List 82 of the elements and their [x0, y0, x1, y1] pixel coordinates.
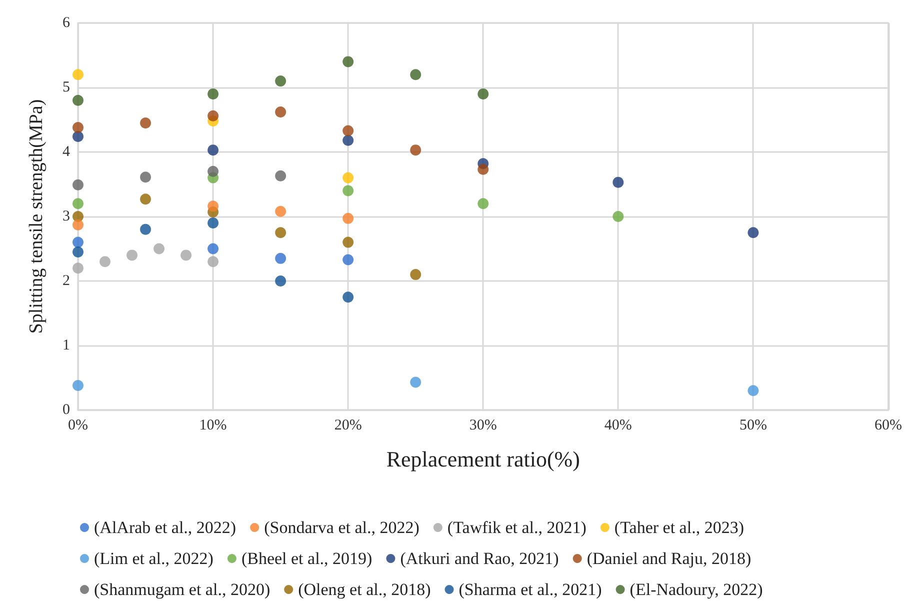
point — [342, 56, 354, 68]
point — [100, 256, 111, 268]
point — [748, 385, 759, 396]
point — [180, 250, 192, 261]
point — [342, 125, 354, 136]
x-tick-label: 20% — [334, 418, 362, 434]
point — [342, 212, 354, 224]
point — [208, 110, 219, 122]
point — [275, 252, 286, 264]
point — [478, 88, 489, 100]
legend-label: (Oleng et al., 2018) — [298, 580, 431, 599]
point — [208, 200, 219, 212]
point — [410, 144, 422, 156]
point — [72, 94, 84, 106]
y-tick-label: 4 — [62, 144, 70, 160]
legend-label: (Shanmugam et al., 2020) — [94, 580, 270, 599]
point — [612, 176, 624, 188]
point — [612, 211, 624, 222]
point — [275, 227, 286, 238]
point — [342, 172, 354, 184]
y-tick-label: 0 — [62, 402, 70, 418]
point — [208, 88, 219, 100]
point — [72, 122, 84, 133]
point — [208, 256, 219, 268]
legend-label: (El-Nadoury, 2022) — [630, 580, 763, 599]
legend-label: (AlArab et al., 2022) — [94, 518, 236, 537]
point — [140, 117, 152, 128]
point — [478, 164, 489, 175]
y-axis-title: Splitting tensile strength(MPa) — [26, 99, 47, 334]
point — [410, 69, 422, 80]
legend-label: (Sharma et al., 2021) — [458, 580, 602, 599]
y-tick-label: 1 — [62, 338, 70, 354]
legend-label: (Sondarva et al., 2022) — [264, 518, 420, 537]
point — [72, 236, 84, 248]
legend-label: (Atkuri and Rao, 2021) — [400, 549, 559, 568]
point — [72, 179, 84, 190]
point — [342, 185, 354, 196]
legend-label: (Bheel et al., 2019) — [241, 549, 372, 568]
point — [126, 250, 138, 261]
point — [275, 106, 286, 118]
x-tick-label: 40% — [604, 418, 632, 434]
point — [275, 276, 286, 286]
legend-label: (Taher et al., 2023) — [614, 518, 744, 537]
point — [72, 219, 84, 230]
y-tick-label: 2 — [62, 273, 70, 289]
point — [208, 166, 219, 177]
point — [208, 144, 219, 156]
point — [72, 262, 84, 274]
x-tick-label: 0% — [68, 418, 88, 434]
point — [208, 217, 219, 228]
legend-label: (Daniel and Raju, 2018) — [586, 549, 752, 568]
point — [342, 134, 354, 146]
point — [140, 194, 152, 205]
point — [410, 376, 422, 388]
point — [208, 243, 219, 254]
point — [342, 254, 354, 266]
point — [748, 227, 759, 238]
y-tick-label: 3 — [62, 208, 70, 224]
point — [72, 246, 84, 258]
point — [275, 76, 286, 87]
point — [410, 269, 422, 280]
x-tick-label: 10% — [199, 418, 227, 434]
y-tick-label: 6 — [62, 15, 70, 31]
point — [154, 243, 165, 254]
x-axis-title: Replacement ratio(%) — [386, 446, 580, 472]
point — [72, 380, 84, 391]
legend-label: (Lim et al., 2022) — [94, 549, 214, 568]
point — [342, 236, 354, 248]
point — [478, 198, 489, 210]
legend-label: (Tawfik et al., 2021) — [447, 518, 586, 537]
x-tick-label: 30% — [469, 418, 497, 434]
point — [140, 224, 152, 235]
y-tick-label: 5 — [62, 80, 70, 96]
point — [140, 172, 152, 183]
x-tick-label: 50% — [739, 418, 767, 434]
point — [72, 131, 84, 142]
point — [72, 198, 84, 210]
point — [275, 170, 286, 182]
point — [342, 292, 354, 303]
x-tick-label: 60% — [874, 418, 902, 434]
point — [72, 69, 84, 80]
point — [275, 206, 286, 217]
